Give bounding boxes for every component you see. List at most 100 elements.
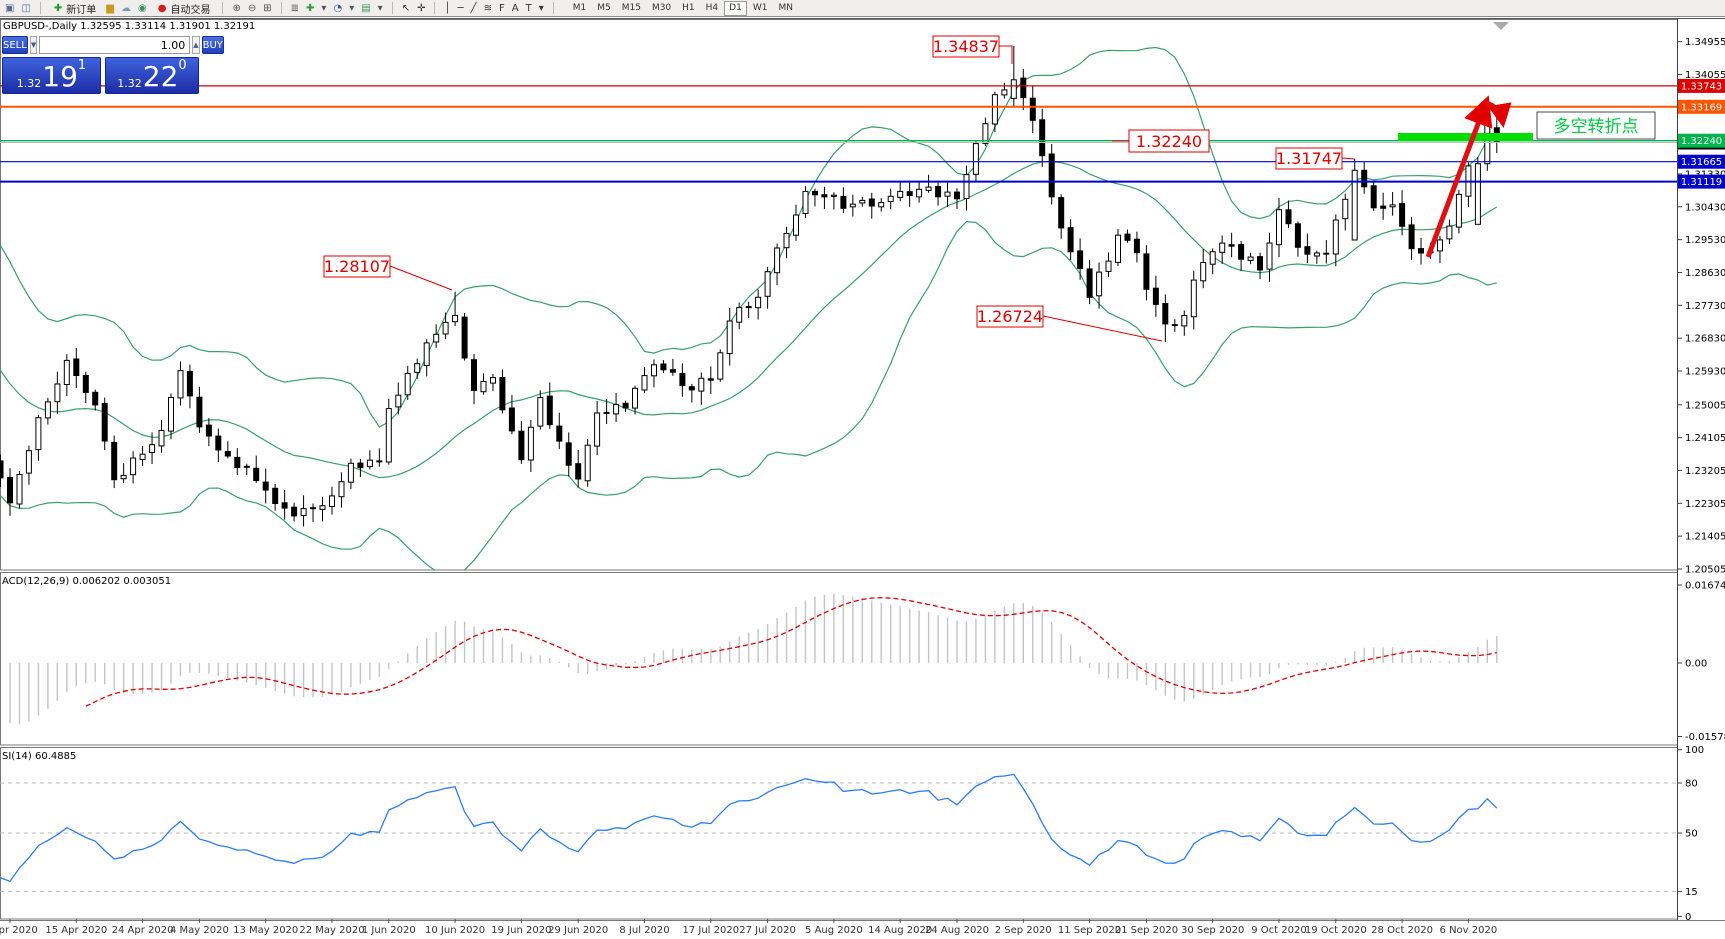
macd-signal-line	[85, 597, 1497, 707]
timeframe-button-M30[interactable]: M30	[651, 2, 672, 13]
price-annotation-box[interactable]	[932, 35, 1000, 58]
channel-icon[interactable]: ≋	[483, 2, 492, 14]
new-order-button[interactable]: ✚ 新订单	[49, 0, 100, 17]
macd-axis-tick: 0.016748	[1685, 581, 1725, 592]
price-marker-box	[1678, 154, 1725, 169]
rsi-axis-tick: 80	[1685, 778, 1698, 789]
shapes-icon[interactable]: ▾	[538, 2, 544, 14]
price-axis: 1.349551.340551.313301.304301.295301.286…	[1677, 37, 1725, 576]
price-tick: 1.20505	[1685, 565, 1725, 576]
price-tick: 1.24105	[1685, 433, 1725, 444]
trend-arrow[interactable]	[1425, 95, 1493, 258]
date-label: 10 Jun 2020	[425, 925, 485, 936]
bollinger-lb	[0, 220, 1497, 570]
date-label: 19 Jun 2020	[491, 925, 551, 936]
price-annotation-box[interactable]	[1128, 129, 1210, 153]
vertical-line-icon[interactable]: │	[444, 2, 451, 14]
timeframe-group: M1 M5 M15 M30 H1 H4 D1 W1 MN	[568, 0, 798, 16]
timeframe-button-M15[interactable]: M15	[621, 2, 641, 13]
price-annotation-box[interactable]	[1275, 147, 1343, 170]
dropdown-icon[interactable]: ▾	[377, 2, 383, 14]
indicator-list-icon[interactable]: ≣	[290, 2, 300, 14]
fibonacci-icon[interactable]: F	[498, 2, 505, 14]
trendline-icon[interactable]: ╱	[470, 2, 477, 14]
timeframe-button-M1[interactable]: M1	[572, 2, 587, 13]
period-clock-icon[interactable]: ◔	[333, 2, 343, 14]
price-marker-box	[1678, 78, 1725, 93]
volume-input[interactable]	[39, 36, 191, 54]
zoom-in-icon[interactable]: ⊕	[232, 2, 241, 14]
date-label: 22 May 2020	[299, 925, 364, 936]
cursor-icon[interactable]: ↖	[401, 2, 411, 14]
zoom-chart-icon[interactable]: ◫	[21, 2, 31, 14]
price-annotation-text: 1.28107	[324, 257, 390, 276]
scroll-end-icon[interactable]	[1493, 22, 1509, 30]
signal-icon[interactable]: ◉	[138, 2, 147, 14]
price-marker: 1.33743	[1681, 81, 1722, 92]
text-icon[interactable]: A	[511, 2, 519, 14]
timeframe-button-H1[interactable]: H1	[682, 2, 695, 13]
timeframe-button-MN[interactable]: MN	[778, 2, 793, 13]
price-marker: 1.33169	[1681, 102, 1722, 113]
turning-point-box[interactable]	[1536, 111, 1656, 140]
date-label: 19 Oct 2020	[1305, 925, 1367, 936]
price-tick: 1.25930	[1685, 367, 1725, 378]
price-marker-box	[1678, 133, 1725, 148]
price-annotation-box[interactable]	[323, 255, 391, 278]
horizontal-lines	[0, 85, 1677, 183]
price-marker-box	[1678, 174, 1725, 189]
price-tick: 1.27730	[1685, 301, 1725, 312]
chart-annotations: 1.34837 1.32240 1.31747 1.28107 1.26724 多空转折点	[323, 35, 1656, 342]
date-label: 8 Jul 2020	[619, 925, 669, 936]
candlestick-series	[0, 45, 1500, 527]
bid-price-prefix: 1.32	[16, 77, 42, 90]
rsi-axis-tick: 0	[1685, 912, 1691, 923]
tile-windows-icon[interactable]: ⊞	[263, 2, 272, 14]
macd-label: ACD(12,26,9) 0.006202 0.003051	[2, 576, 171, 587]
template-icon[interactable]: ▤	[361, 2, 371, 14]
volume-down-button[interactable]: ▼	[29, 36, 38, 54]
volume-up-button[interactable]: ▲	[192, 36, 200, 54]
add-indicator-icon[interactable]: ✚	[306, 2, 315, 14]
date-label: 9 Oct 2020	[1251, 925, 1306, 936]
timeframe-button-H4[interactable]: H4	[705, 2, 719, 13]
sell-button[interactable]: SELL	[2, 36, 28, 54]
price-tick: 1.22305	[1685, 499, 1725, 510]
timeframe-button-M5[interactable]: M5	[597, 2, 611, 13]
zoom-out-icon[interactable]: ⊖	[247, 2, 257, 14]
rsi-axis-tick: 50	[1685, 829, 1698, 840]
ask-price-panel[interactable]: 1.32 22 0	[105, 57, 199, 94]
crosshair-icon[interactable]: ✛	[417, 2, 426, 14]
horizontal-line-icon[interactable]: ─	[457, 2, 464, 14]
price-annotation-text: 1.32240	[1136, 132, 1202, 151]
price-marker-box	[1678, 99, 1725, 114]
dropdown-icon[interactable]: ▾	[349, 2, 355, 14]
autotrade-button[interactable]: ● 自动交易	[153, 0, 215, 17]
date-label: 5 Aug 2020	[805, 925, 863, 936]
support-zone-bar[interactable]	[1398, 133, 1533, 141]
price-marker: 1.31119	[1681, 177, 1722, 188]
charts-window-icon[interactable]: ▣	[5, 2, 15, 14]
dropdown-icon[interactable]: ▾	[321, 2, 327, 14]
date-label: 4 May 2020	[170, 925, 229, 936]
price-annotation-box[interactable]	[976, 305, 1044, 328]
turning-point-label: 多空转折点	[1554, 117, 1639, 137]
bid-price-sup: 1	[77, 58, 87, 73]
date-label: 15 Apr 2020	[45, 925, 107, 936]
timeframe-button-D1[interactable]: D1	[724, 0, 747, 16]
new-order-label: 新订单	[66, 4, 97, 16]
bid-price-panel[interactable]: 1.32 19 1	[2, 57, 101, 94]
toolbar-separator	[552, 2, 554, 14]
gold-icon[interactable]: ▆	[106, 2, 114, 14]
cloud-icon[interactable]: ☁	[121, 2, 131, 14]
timeframe-button-W1[interactable]: W1	[752, 2, 768, 13]
macd-indicator	[9, 593, 1498, 725]
trend-arrow-hook[interactable]	[1486, 101, 1512, 128]
toolbar-separator	[434, 2, 436, 14]
buy-button[interactable]: BUY	[201, 36, 224, 54]
label-icon[interactable]: T	[525, 2, 532, 14]
